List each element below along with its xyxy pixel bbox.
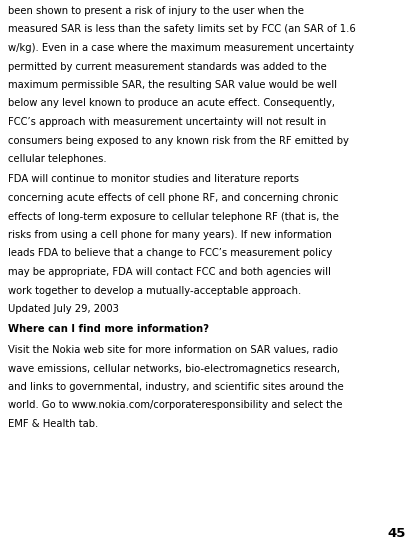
Text: wave emissions, cellular networks, bio-electromagnetics research,: wave emissions, cellular networks, bio-e… — [8, 363, 339, 374]
Text: 45: 45 — [387, 527, 405, 540]
Text: and links to governmental, industry, and scientific sites around the: and links to governmental, industry, and… — [8, 382, 343, 392]
Text: may be appropriate, FDA will contact FCC and both agencies will: may be appropriate, FDA will contact FCC… — [8, 267, 330, 277]
Text: world. Go to www.nokia.com/corporateresponsibility and select the: world. Go to www.nokia.com/corporateresp… — [8, 401, 342, 410]
Text: risks from using a cell phone for many years). If new information: risks from using a cell phone for many y… — [8, 230, 331, 240]
Text: consumers being exposed to any known risk from the RF emitted by: consumers being exposed to any known ris… — [8, 135, 348, 146]
Text: EMF & Health tab.: EMF & Health tab. — [8, 419, 98, 429]
Text: concerning acute effects of cell phone RF, and concerning chronic: concerning acute effects of cell phone R… — [8, 193, 338, 203]
Text: leads FDA to believe that a change to FCC’s measurement policy: leads FDA to believe that a change to FC… — [8, 248, 332, 259]
Text: FCC’s approach with measurement uncertainty will not result in: FCC’s approach with measurement uncertai… — [8, 117, 325, 127]
Text: Where can I find more information?: Where can I find more information? — [8, 324, 209, 334]
Text: cellular telephones.: cellular telephones. — [8, 154, 107, 164]
Text: been shown to present a risk of injury to the user when the: been shown to present a risk of injury t… — [8, 6, 303, 16]
Text: work together to develop a mutually-acceptable approach.: work together to develop a mutually-acce… — [8, 286, 301, 295]
Text: Visit the Nokia web site for more information on SAR values, radio: Visit the Nokia web site for more inform… — [8, 345, 337, 355]
Text: effects of long-term exposure to cellular telephone RF (that is, the: effects of long-term exposure to cellula… — [8, 212, 338, 221]
Text: maximum permissible SAR, the resulting SAR value would be well: maximum permissible SAR, the resulting S… — [8, 80, 336, 90]
Text: Updated July 29, 2003: Updated July 29, 2003 — [8, 304, 119, 314]
Text: below any level known to produce an acute effect. Consequently,: below any level known to produce an acut… — [8, 99, 334, 109]
Text: measured SAR is less than the safety limits set by FCC (an SAR of 1.6: measured SAR is less than the safety lim… — [8, 25, 355, 35]
Text: permitted by current measurement standards was added to the: permitted by current measurement standar… — [8, 61, 326, 71]
Text: FDA will continue to monitor studies and literature reports: FDA will continue to monitor studies and… — [8, 174, 298, 185]
Text: w/kg). Even in a case where the maximum measurement uncertainty: w/kg). Even in a case where the maximum … — [8, 43, 353, 53]
